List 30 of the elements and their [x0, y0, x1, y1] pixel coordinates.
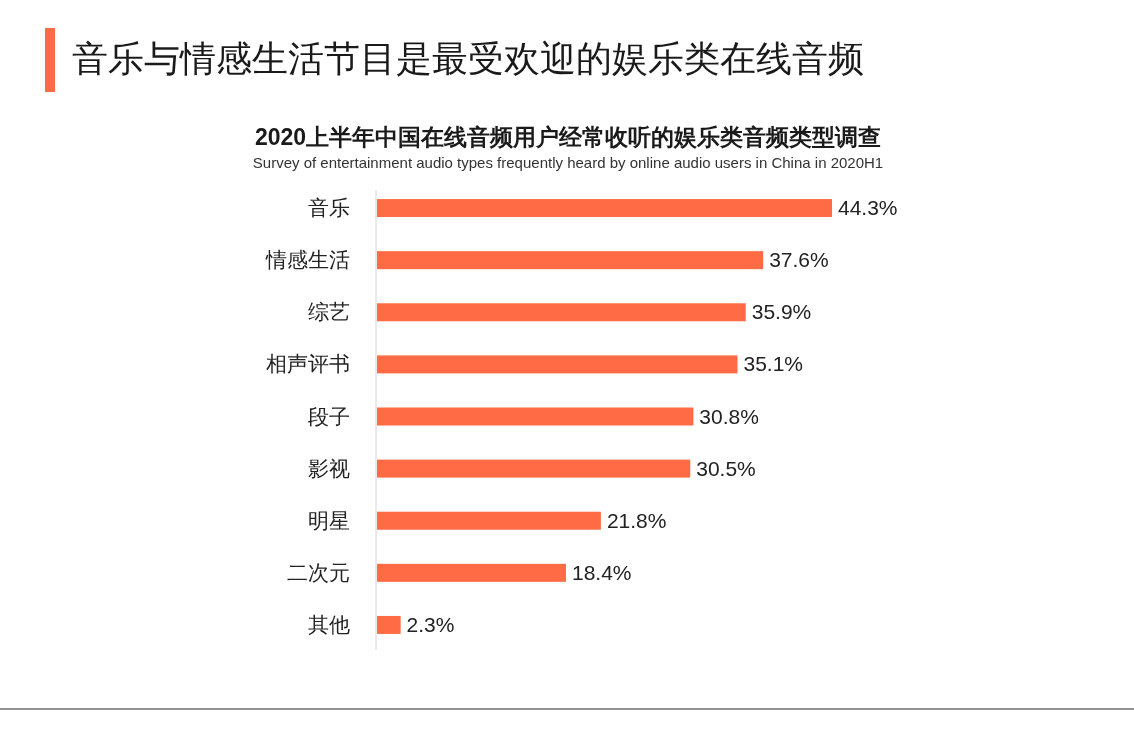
data-label: 30.8%	[699, 404, 759, 428]
data-label: 37.6%	[769, 248, 829, 272]
y-tick-label: 二次元	[287, 560, 350, 584]
data-label: 2.3%	[406, 612, 455, 636]
y-tick-label: 明星	[308, 508, 350, 532]
chart-subtitle: 2020上半年中国在线音频用户经常收听的娱乐类音频类型调查	[254, 124, 882, 150]
data-label: 18.4%	[571, 560, 632, 584]
data-label: 30.5%	[696, 456, 756, 480]
bar	[377, 303, 746, 322]
y-tick-label: 音乐	[308, 196, 350, 220]
y-tick-label: 影视	[308, 456, 350, 480]
data-label: 44.3%	[838, 196, 898, 220]
bar	[377, 511, 601, 530]
data-label: 35.1%	[743, 352, 804, 376]
bar	[377, 407, 694, 426]
bar	[377, 251, 764, 270]
data-label: 35.9%	[751, 300, 812, 324]
chart-title: 音乐与情感生活节目是最受欢迎的娱乐类在线音频	[72, 38, 864, 79]
data-label: 21.8%	[606, 508, 667, 532]
bar	[377, 459, 691, 478]
bar	[377, 199, 832, 218]
y-tick-label: 段子	[308, 404, 350, 428]
bar	[377, 615, 401, 634]
bar	[377, 563, 566, 582]
y-tick-label: 情感生活	[265, 248, 350, 272]
y-tick-label: 相声评书	[266, 352, 350, 376]
y-tick-label: 综艺	[308, 300, 350, 324]
y-tick-label: 其他	[308, 612, 350, 636]
text: Survey of entertainment audio types frequently heard by online audio users in China in 2020H1	[252, 154, 884, 171]
bar	[377, 355, 738, 374]
